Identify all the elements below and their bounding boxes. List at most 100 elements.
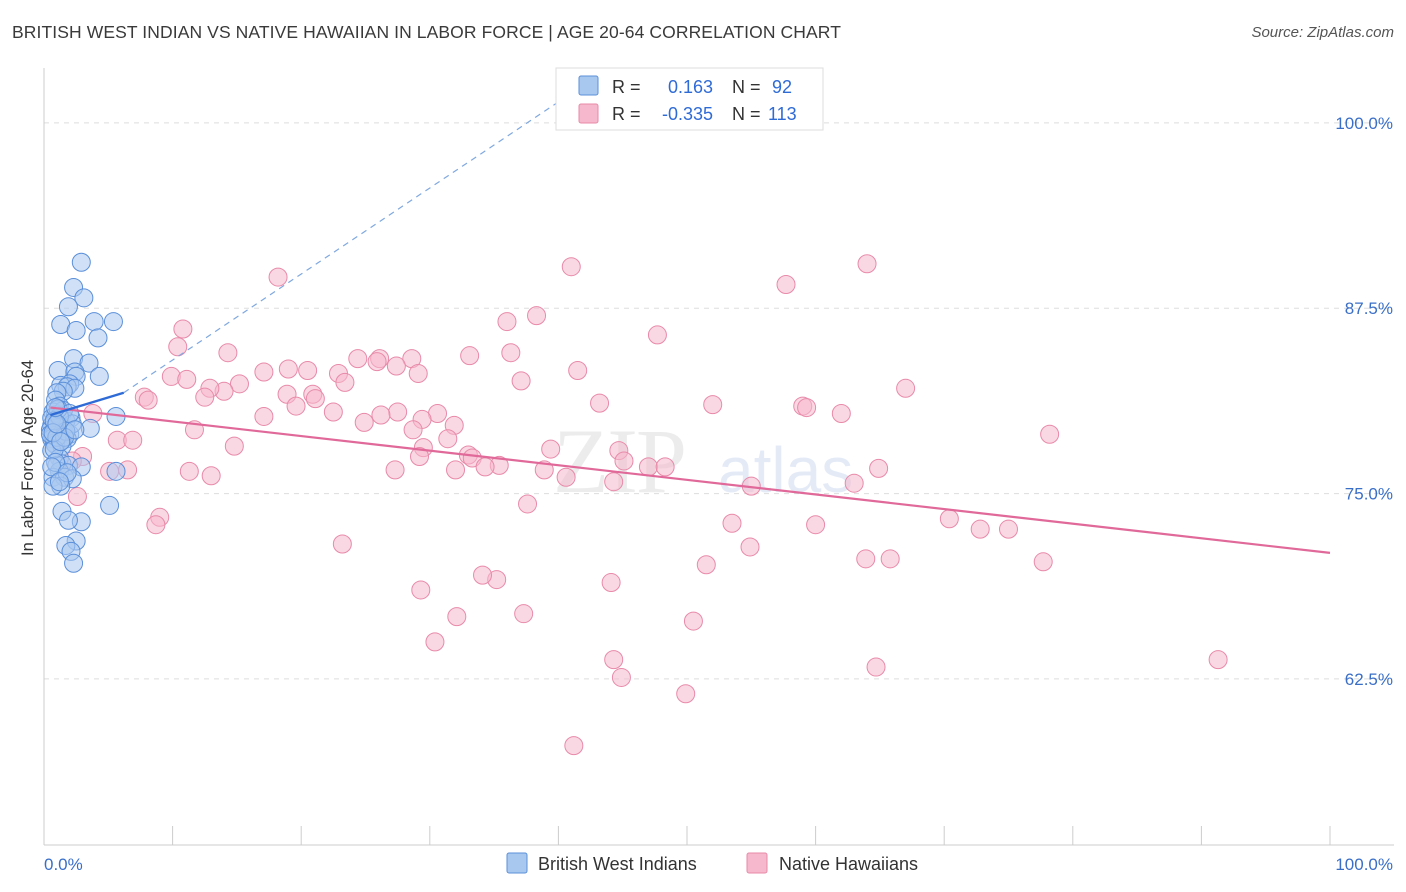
legend-r-label-2: R =	[612, 104, 641, 124]
data-point	[1208, 650, 1228, 670]
y-axis-tick-labels: 100.0% 87.5% 75.0% 62.5%	[1335, 114, 1393, 689]
data-point	[866, 657, 886, 677]
data-point	[475, 457, 495, 477]
data-point	[348, 349, 368, 369]
bottom-legend-swatch-blue	[506, 852, 528, 874]
data-point	[518, 494, 538, 514]
data-point	[66, 320, 86, 340]
legend-r-value-2: -0.335	[662, 104, 713, 124]
data-point	[195, 387, 215, 407]
source-label: Source: ZipAtlas.com	[1251, 24, 1394, 41]
data-point	[161, 366, 181, 386]
data-point	[323, 402, 343, 422]
data-point	[939, 509, 959, 529]
data-point	[254, 362, 274, 382]
data-point	[332, 534, 352, 554]
data-point	[278, 359, 298, 379]
data-point	[514, 604, 534, 624]
data-point	[305, 389, 325, 409]
data-point	[534, 460, 554, 480]
data-point	[1040, 424, 1060, 444]
data-point	[79, 353, 99, 373]
data-point	[797, 398, 817, 418]
data-point	[123, 430, 143, 450]
data-point	[722, 513, 742, 533]
watermark-atlas: atlas	[718, 434, 853, 506]
data-point	[857, 254, 877, 274]
legend-swatch-blue	[578, 75, 599, 96]
data-point	[410, 447, 430, 466]
data-point	[844, 473, 864, 493]
data-point	[138, 390, 158, 410]
data-point	[218, 343, 238, 363]
data-point	[224, 436, 244, 456]
legend-swatch-pink	[578, 103, 599, 124]
data-point	[425, 632, 445, 652]
data-point	[568, 360, 588, 380]
y-axis-title: In Labor Force | Age 20-64	[19, 360, 37, 556]
data-point	[371, 405, 391, 425]
y-tick-label: 62.5%	[1345, 670, 1393, 689]
data-point	[298, 360, 318, 380]
watermark: ZIP atlas	[553, 410, 853, 512]
data-point	[604, 650, 624, 670]
data-point	[254, 406, 274, 426]
data-point	[527, 306, 547, 326]
data-point	[179, 461, 199, 481]
data-point	[354, 412, 374, 432]
data-point	[446, 460, 466, 480]
data-point	[676, 684, 696, 704]
data-point	[268, 267, 288, 287]
data-point	[740, 537, 760, 557]
data-point	[58, 510, 78, 530]
data-point	[511, 371, 531, 391]
data-point	[58, 297, 78, 317]
y-tick-label: 87.5%	[1345, 299, 1393, 318]
legend-n-label-1: N =	[732, 77, 761, 97]
data-point	[49, 472, 69, 492]
data-point	[638, 457, 658, 477]
data-point	[103, 312, 123, 332]
y-tick-label: 75.0%	[1345, 485, 1393, 504]
data-point	[896, 378, 916, 398]
british-west-indians-trend-extension	[123, 97, 566, 394]
data-point	[438, 429, 458, 449]
data-point	[447, 607, 467, 627]
data-point	[703, 395, 723, 415]
data-point	[367, 352, 387, 372]
data-point	[177, 369, 197, 389]
data-point	[408, 363, 428, 383]
data-point	[71, 252, 91, 272]
data-point	[286, 396, 306, 416]
data-point	[460, 346, 480, 366]
data-point	[831, 403, 851, 423]
data-point	[655, 457, 675, 477]
chart-title: BRITISH WEST INDIAN VS NATIVE HAWAIIAN I…	[12, 22, 842, 42]
x-tick-label-min: 0.0%	[44, 855, 83, 874]
data-point	[501, 343, 521, 363]
data-point	[683, 611, 703, 631]
data-point	[67, 487, 87, 507]
data-point	[201, 466, 221, 486]
data-point	[335, 372, 355, 392]
legend-r-label-1: R =	[612, 77, 641, 97]
legend-r-value-1: 0.163	[668, 77, 713, 97]
data-point	[146, 515, 166, 535]
data-point	[47, 414, 67, 434]
data-point	[556, 467, 576, 487]
data-point	[74, 288, 94, 308]
legend-frame	[555, 67, 824, 131]
data-point	[473, 565, 493, 585]
data-point	[590, 393, 610, 413]
data-point	[999, 519, 1018, 539]
data-point	[604, 472, 624, 492]
data-point	[611, 667, 631, 687]
bottom-legend-swatch-pink	[746, 852, 768, 874]
data-point	[601, 573, 621, 593]
y-tick-label: 100.0%	[1335, 114, 1393, 133]
data-point	[1033, 552, 1053, 572]
data-point	[173, 319, 193, 339]
data-point	[51, 432, 71, 452]
data-point	[64, 553, 84, 573]
